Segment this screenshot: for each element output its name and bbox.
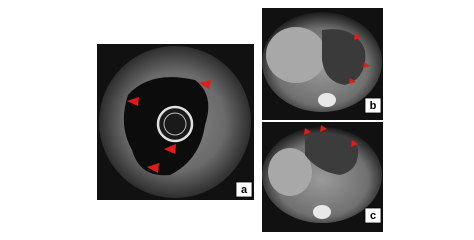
lesion (305, 133, 359, 175)
panel-label: a (241, 184, 248, 196)
label-box (235, 181, 253, 198)
arrowhead (354, 33, 361, 40)
arrowhead (363, 62, 370, 68)
liver (266, 27, 326, 83)
panel-b: b (262, 8, 383, 120)
page: {"panels": [{"label": "a"}, {"label": "b… (97, 8, 383, 232)
panel-label: c (370, 210, 376, 222)
spine (318, 93, 336, 107)
probe-ring (156, 105, 194, 143)
lesion (322, 29, 366, 86)
label-box (364, 97, 382, 114)
arrowhead (199, 80, 211, 89)
arrowhead (320, 125, 327, 132)
liver (268, 148, 312, 196)
label-box (364, 207, 382, 224)
probe-ring-inner (163, 112, 187, 136)
panel-label: b (370, 100, 377, 112)
arrowhead (351, 140, 358, 147)
panel-c: c (262, 122, 383, 232)
arrowhead (127, 97, 139, 106)
figure: a b c (97, 8, 383, 232)
panel-a: a (97, 44, 254, 200)
arrowhead (164, 144, 176, 154)
spine (313, 205, 331, 219)
arrowhead (349, 78, 356, 84)
arrowhead (147, 163, 159, 173)
arrowhead (304, 128, 311, 135)
